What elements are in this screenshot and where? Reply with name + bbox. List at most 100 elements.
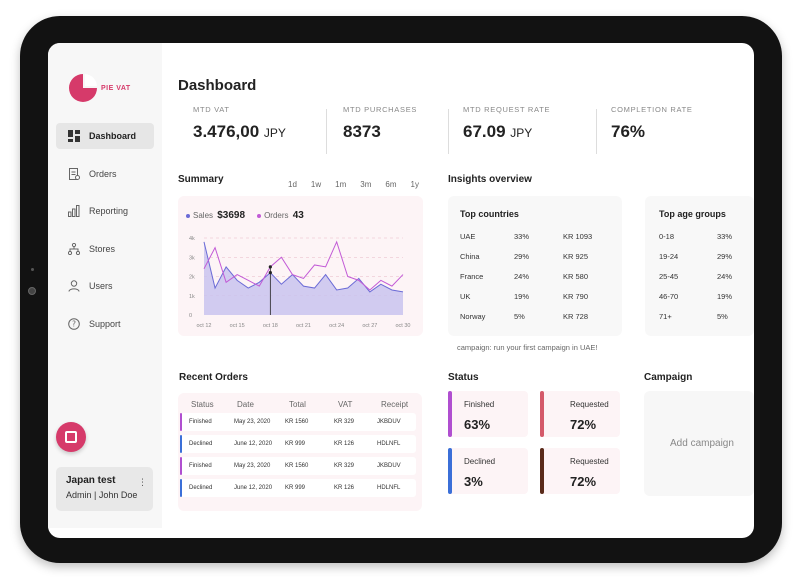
- status-indicator: [180, 413, 182, 431]
- status-color-bar: [448, 448, 452, 494]
- status-value: 63%: [464, 417, 491, 432]
- divider: [596, 109, 597, 154]
- order-total: KR 1560: [285, 419, 309, 425]
- table-row[interactable]: Finished May 23, 2020 KR 1560 KR 329 JKBDUV: [180, 457, 416, 475]
- new-item-button[interactable]: [56, 422, 86, 452]
- country-percent: 24%: [514, 272, 530, 281]
- kpi-label: COMPLETION RATE: [611, 105, 693, 114]
- y-tick-label: 2k: [189, 275, 195, 281]
- kpi-mtd-request-rate: MTD REQUEST RATE 67.09 JPY: [463, 105, 550, 157]
- sidebar-item-label: Users: [89, 281, 113, 291]
- sidebar-item-reporting[interactable]: Reporting: [56, 198, 154, 224]
- sales-line: [203, 241, 404, 293]
- country-amount: KR 925: [563, 252, 589, 261]
- sidebar-item-label: Reporting: [89, 206, 129, 216]
- status-label: Declined: [464, 457, 496, 466]
- order-total: KR 999: [285, 441, 306, 447]
- sidebar-item-label: Support: [89, 318, 121, 329]
- add-campaign-button[interactable]: Add campaign: [644, 391, 754, 496]
- insights-title: Insights overview: [448, 174, 532, 185]
- status-card: Declined 3%: [448, 448, 528, 494]
- legend-orders: Orders 43: [257, 210, 304, 221]
- column-header-vat: VAT: [338, 400, 353, 409]
- legend-swatch: [257, 213, 262, 218]
- more-menu-icon[interactable]: ⋮: [138, 477, 147, 487]
- order-date: May 23, 2020: [234, 463, 271, 469]
- status-label: Requested: [570, 457, 609, 466]
- inbox-icon: [65, 431, 77, 443]
- country-percent: 5%: [514, 312, 525, 321]
- table-row[interactable]: Declined June 12, 2020 KR 999 KR 126 HDLNFL: [180, 435, 416, 453]
- sensor-dot: [31, 268, 34, 271]
- logo-text: PIE VAT: [101, 85, 131, 92]
- hover-point-sales: [268, 271, 272, 275]
- x-tick-label: oct 18: [263, 323, 278, 329]
- range-3m[interactable]: 3m: [360, 180, 372, 189]
- card-title: Top countries: [460, 209, 519, 219]
- kpi-label: MTD VAT: [193, 105, 230, 114]
- orders-line: [203, 240, 404, 291]
- status-label: Requested: [570, 400, 609, 409]
- y-tick-label: 3k: [189, 255, 195, 261]
- range-1d[interactable]: 1d: [288, 180, 297, 189]
- campaign-title: Campaign: [644, 372, 693, 383]
- order-date: June 12, 2020: [234, 485, 273, 491]
- sidebar-item-stores[interactable]: Stores: [56, 236, 154, 262]
- status-indicator: [180, 435, 182, 453]
- add-campaign-label: Add campaign: [670, 438, 734, 449]
- range-1w[interactable]: 1w: [310, 180, 322, 189]
- sidebar: PIE VAT Dashboard Orders Reporting: [48, 43, 162, 528]
- camera-icon: [28, 287, 36, 295]
- kpi-value: 76%: [611, 122, 693, 142]
- table-row[interactable]: Declined June 12, 2020 KR 999 KR 126 HDLNFL: [180, 479, 416, 497]
- legend-value: $3698: [217, 210, 246, 221]
- account-panel[interactable]: Japan test Admin | John Doe ⋮: [56, 467, 153, 511]
- country-name: UK: [460, 292, 471, 301]
- sidebar-item-label: Orders: [89, 168, 117, 179]
- age-group: 25-45: [659, 272, 679, 281]
- kpi-number: 76%: [611, 122, 646, 141]
- sidebar-item-users[interactable]: Users: [56, 273, 154, 299]
- country-amount: KR 580: [563, 272, 589, 281]
- bar-chart-icon: [68, 205, 80, 217]
- sidebar-item-label: Stores: [89, 243, 116, 254]
- legend-value: 43: [292, 210, 304, 221]
- order-status: Finished: [189, 463, 212, 469]
- kpi-number: 8373: [343, 122, 381, 141]
- sidebar-item-label: Dashboard: [89, 131, 137, 141]
- range-6m[interactable]: 6m: [385, 180, 397, 189]
- order-date: June 12, 2020: [234, 441, 273, 447]
- network-icon: [68, 242, 80, 255]
- summary-chart-card: Sales $3698 Orders 43 0 1k 2k 3k 4k oct 12 oct…: [178, 196, 423, 336]
- sidebar-item-orders[interactable]: Orders: [56, 161, 154, 187]
- country-name: UAE: [460, 232, 476, 241]
- table-row[interactable]: Finished May 23, 2020 KR 1560 KR 329 JKBDUV: [180, 413, 416, 431]
- chart-legend: Sales $3698 Orders 43: [186, 210, 304, 221]
- y-tick-label: 1k: [189, 294, 195, 300]
- svg-text:?: ?: [72, 319, 76, 328]
- kpi-label: MTD PURCHASES: [343, 105, 418, 114]
- x-tick-label: oct 21: [296, 323, 311, 329]
- kpi-value: 67.09 JPY: [463, 122, 550, 142]
- summary-chart: 0 1k 2k 3k 4k oct 12 oct 15 oct 18 oct 21 oct 24 o…: [189, 236, 410, 329]
- legend-label: Sales: [193, 211, 214, 220]
- recent-orders-table: Status Date Total VAT Receipt Finished Ma…: [178, 393, 422, 511]
- order-receipt: JKBDUV: [377, 463, 401, 469]
- x-tick-label: oct 27: [362, 323, 377, 329]
- sidebar-item-dashboard[interactable]: Dashboard: [56, 123, 154, 149]
- hover-point-orders: [268, 265, 272, 269]
- divider: [448, 109, 449, 154]
- app-screen: PIE VAT Dashboard Orders Reporting: [48, 43, 754, 538]
- status-color-bar: [448, 391, 452, 437]
- range-1y[interactable]: 1y: [410, 180, 419, 189]
- sidebar-item-support[interactable]: ? Support: [56, 311, 154, 337]
- order-vat: KR 329: [334, 463, 355, 469]
- status-card: Finished 63%: [448, 391, 528, 437]
- range-1m[interactable]: 1m: [335, 180, 347, 189]
- order-receipt: HDLNFL: [377, 441, 401, 447]
- legend-sales: Sales $3698: [186, 210, 245, 221]
- order-status: Declined: [189, 441, 213, 447]
- pie-logo-icon: [69, 74, 97, 102]
- recent-orders-title: Recent Orders: [179, 372, 248, 383]
- status-indicator: [180, 457, 182, 475]
